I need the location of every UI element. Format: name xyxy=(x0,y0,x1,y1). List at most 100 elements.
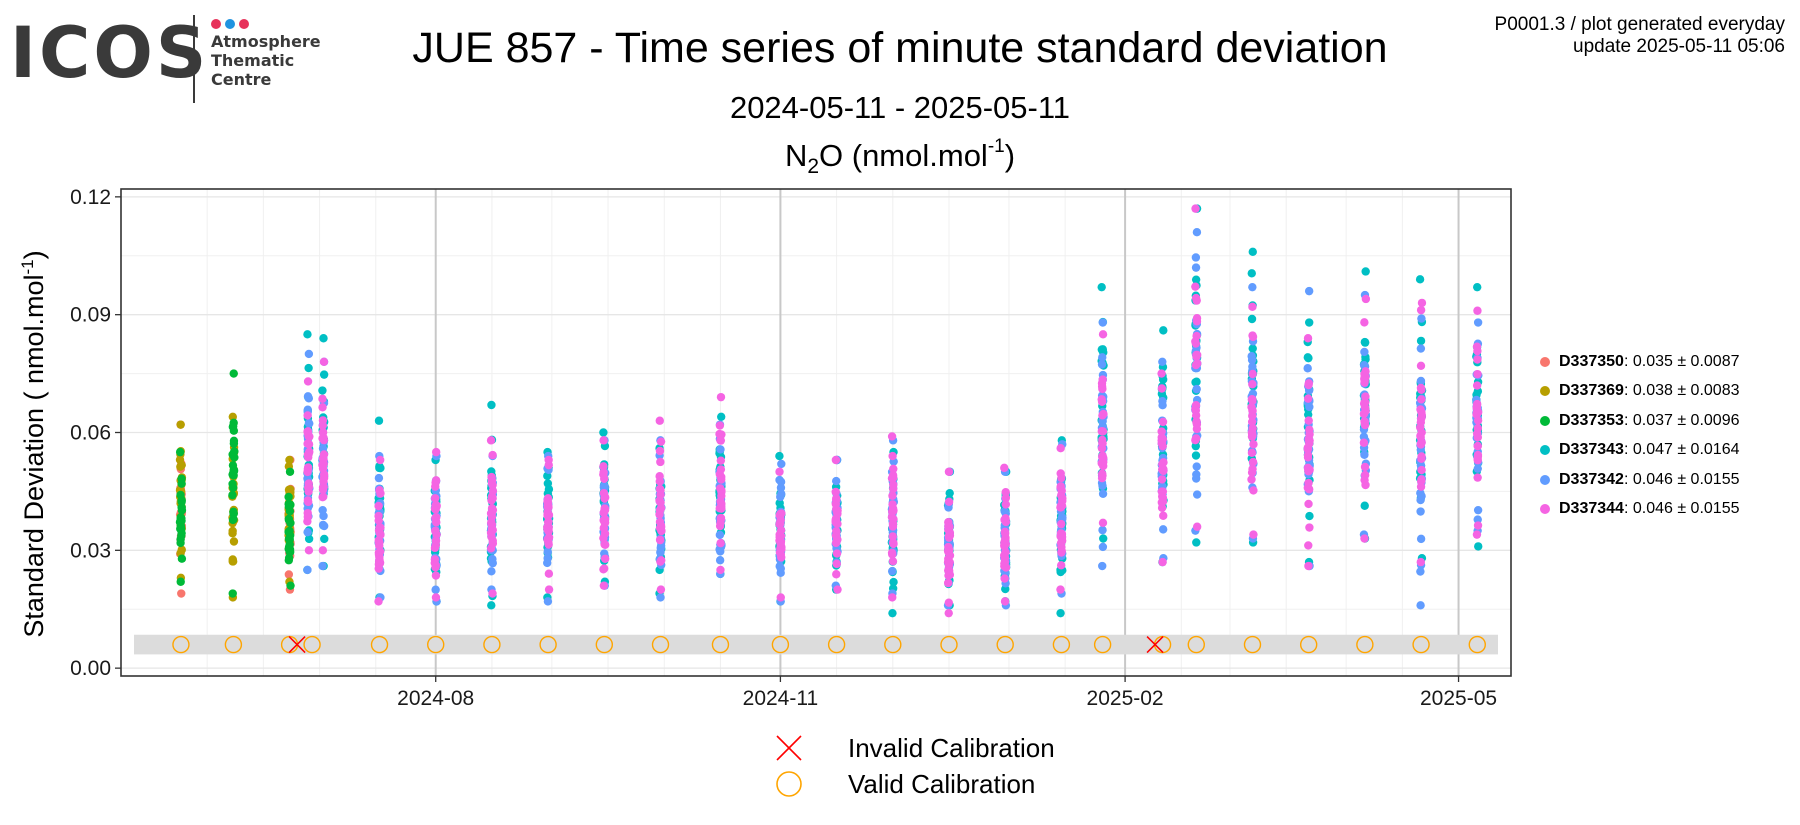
data-point xyxy=(284,514,294,524)
data-point xyxy=(487,400,496,410)
legend-series-stats: : 0.037 ± 0.0096 xyxy=(1623,411,1740,429)
data-point xyxy=(1472,381,1482,390)
data-point xyxy=(1191,253,1201,262)
x-tick-label: 2024-11 xyxy=(743,687,819,710)
data-point xyxy=(1098,542,1108,552)
data-point xyxy=(1191,451,1201,460)
data-point xyxy=(1417,385,1426,394)
data-point xyxy=(1192,462,1201,471)
legend-series-stats: : 0.046 ± 0.0155 xyxy=(1623,500,1740,518)
data-point xyxy=(1157,369,1166,378)
valid-calibration-label: Valid Calibration xyxy=(848,768,1036,799)
data-point xyxy=(775,475,784,485)
invalid-calibration-marker xyxy=(1146,636,1164,654)
data-point xyxy=(599,581,609,590)
data-point xyxy=(177,474,186,483)
logo-dots xyxy=(211,16,253,34)
data-point xyxy=(1360,372,1369,382)
data-point xyxy=(716,565,725,575)
valid-calibration-marker xyxy=(595,635,614,654)
data-point xyxy=(487,504,497,513)
data-point xyxy=(1472,530,1482,539)
valid-calibration-marker xyxy=(1243,635,1262,654)
data-point xyxy=(1000,561,1009,571)
data-point xyxy=(832,570,841,579)
data-point xyxy=(1360,347,1369,357)
data-point xyxy=(431,540,441,550)
data-point xyxy=(944,571,953,580)
data-point xyxy=(1001,488,1010,497)
data-point xyxy=(1099,461,1108,471)
data-point xyxy=(318,421,327,430)
data-point xyxy=(320,534,329,544)
data-point xyxy=(1248,247,1257,257)
data-point xyxy=(1304,353,1313,363)
data-point xyxy=(655,416,664,425)
data-point xyxy=(1191,411,1201,420)
data-point xyxy=(889,484,898,494)
data-point xyxy=(1098,417,1107,426)
data-point xyxy=(888,593,897,602)
data-point xyxy=(284,527,293,537)
valid-calibration-marker xyxy=(172,635,190,654)
data-point xyxy=(319,511,328,521)
species-end: ) xyxy=(1004,138,1016,173)
legend-series-name: D337369 xyxy=(1559,382,1624,400)
data-point xyxy=(544,460,553,470)
data-point xyxy=(432,513,441,522)
data-point xyxy=(1416,567,1425,576)
data-point xyxy=(176,490,185,500)
data-point xyxy=(717,412,726,421)
data-point xyxy=(177,497,186,506)
data-point xyxy=(601,493,610,502)
data-point xyxy=(229,439,239,448)
species-title: N2O (nmol.mol-1) xyxy=(0,136,1800,179)
data-point xyxy=(1416,376,1426,386)
data-point xyxy=(543,511,552,520)
data-point xyxy=(832,476,841,486)
data-point xyxy=(318,403,327,412)
data-point xyxy=(1191,360,1201,370)
legend-dot xyxy=(1540,504,1550,515)
data-point xyxy=(284,534,294,544)
data-point xyxy=(831,487,840,497)
data-point xyxy=(430,494,440,503)
valid-calibration-marker xyxy=(1468,635,1486,654)
data-point xyxy=(486,544,496,553)
data-point xyxy=(544,569,554,578)
data-point xyxy=(1098,330,1108,339)
data-point xyxy=(1303,334,1313,343)
data-point xyxy=(655,446,665,456)
data-point xyxy=(1097,397,1107,406)
y-tick-label: 0.03 xyxy=(70,539,111,562)
data-point xyxy=(1359,432,1369,441)
data-point xyxy=(833,585,842,594)
logo-line-2: Thematic xyxy=(211,51,295,70)
data-point xyxy=(318,386,327,395)
valid-calibration-marker xyxy=(1356,635,1374,654)
calibration-markers xyxy=(172,635,1486,654)
data-point xyxy=(832,507,842,517)
data-point xyxy=(776,568,785,578)
data-point xyxy=(303,496,313,505)
data-point xyxy=(175,447,185,457)
data-point xyxy=(431,585,440,594)
cross-stroke xyxy=(288,636,306,654)
data-point xyxy=(1247,417,1257,427)
data-point xyxy=(943,578,953,588)
data-point xyxy=(1416,507,1425,516)
data-point xyxy=(1249,440,1258,449)
data-point xyxy=(717,475,726,484)
data-point xyxy=(831,515,840,525)
data-point xyxy=(303,565,312,575)
data-point xyxy=(430,504,440,514)
data-point xyxy=(1000,574,1009,583)
data-point xyxy=(1416,534,1426,544)
data-point xyxy=(1417,298,1427,308)
data-point xyxy=(715,545,724,554)
data-point xyxy=(303,411,312,420)
data-point xyxy=(1360,475,1369,485)
species-subscript: 2 xyxy=(807,155,820,179)
data-point xyxy=(889,514,898,524)
data-point xyxy=(887,567,897,576)
